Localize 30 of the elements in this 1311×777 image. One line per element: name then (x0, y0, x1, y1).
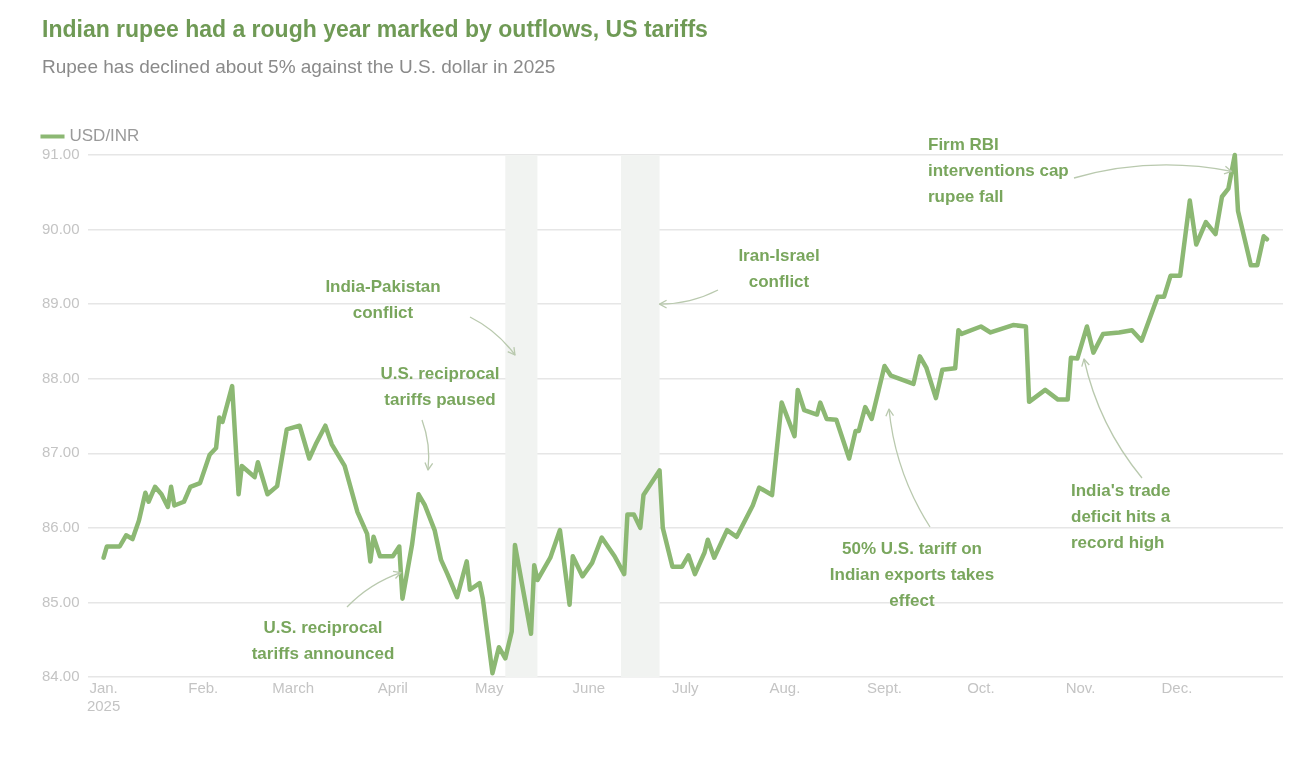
y-tick-label: 85.00 (41, 592, 80, 610)
y-tick-label: 84.00 (41, 667, 80, 685)
x-tick-label: April (377, 679, 408, 697)
chart-subtitle: Rupee has declined about 5% against the U.S. dollar in 2025 (42, 56, 556, 78)
annotation: U.S. reciprocal tariffs announced (251, 617, 395, 663)
annotation: Iran-Israel conflict (738, 245, 820, 291)
x-tick-label: July (671, 679, 700, 697)
annotation: 50% U.S. tariff on Indian exports takes effect (829, 538, 995, 610)
x-tick-label: Dec. (1161, 679, 1193, 697)
x-tick-label: May (475, 679, 504, 697)
y-tick-label: 87.00 (41, 443, 80, 461)
annotation: India-Pakistan conflict (325, 276, 441, 322)
y-tick-label: 86.00 (41, 518, 80, 535)
chart-title: Indian rupee had a rough year marked by outflows, US tariffs (42, 16, 708, 43)
y-tick-label: 90.00 (41, 219, 80, 237)
x-tick-label: Sept. (867, 679, 903, 697)
legend-label: USD/INR (69, 126, 140, 146)
x-tick-label: Nov. (1065, 679, 1096, 697)
x-tick-label: Aug. (769, 679, 801, 697)
x-tick-label: Oct. (967, 679, 995, 697)
annotation: India's trade deficit hits a record high (1071, 480, 1171, 552)
annotation: U.S. reciprocal tariffs paused (380, 363, 500, 409)
y-tick-label: 91.00 (41, 145, 80, 163)
y-tick-label: 88.00 (41, 368, 80, 386)
x-tick-label: March (272, 679, 315, 697)
x-tick-label: Jan. 2025 (86, 679, 121, 715)
x-tick-label: June (572, 679, 606, 697)
y-tick-label: 89.00 (41, 294, 80, 312)
x-tick-label: Feb. (188, 679, 219, 697)
annotation: Firm RBI interventions cap rupee fall (928, 134, 1069, 206)
